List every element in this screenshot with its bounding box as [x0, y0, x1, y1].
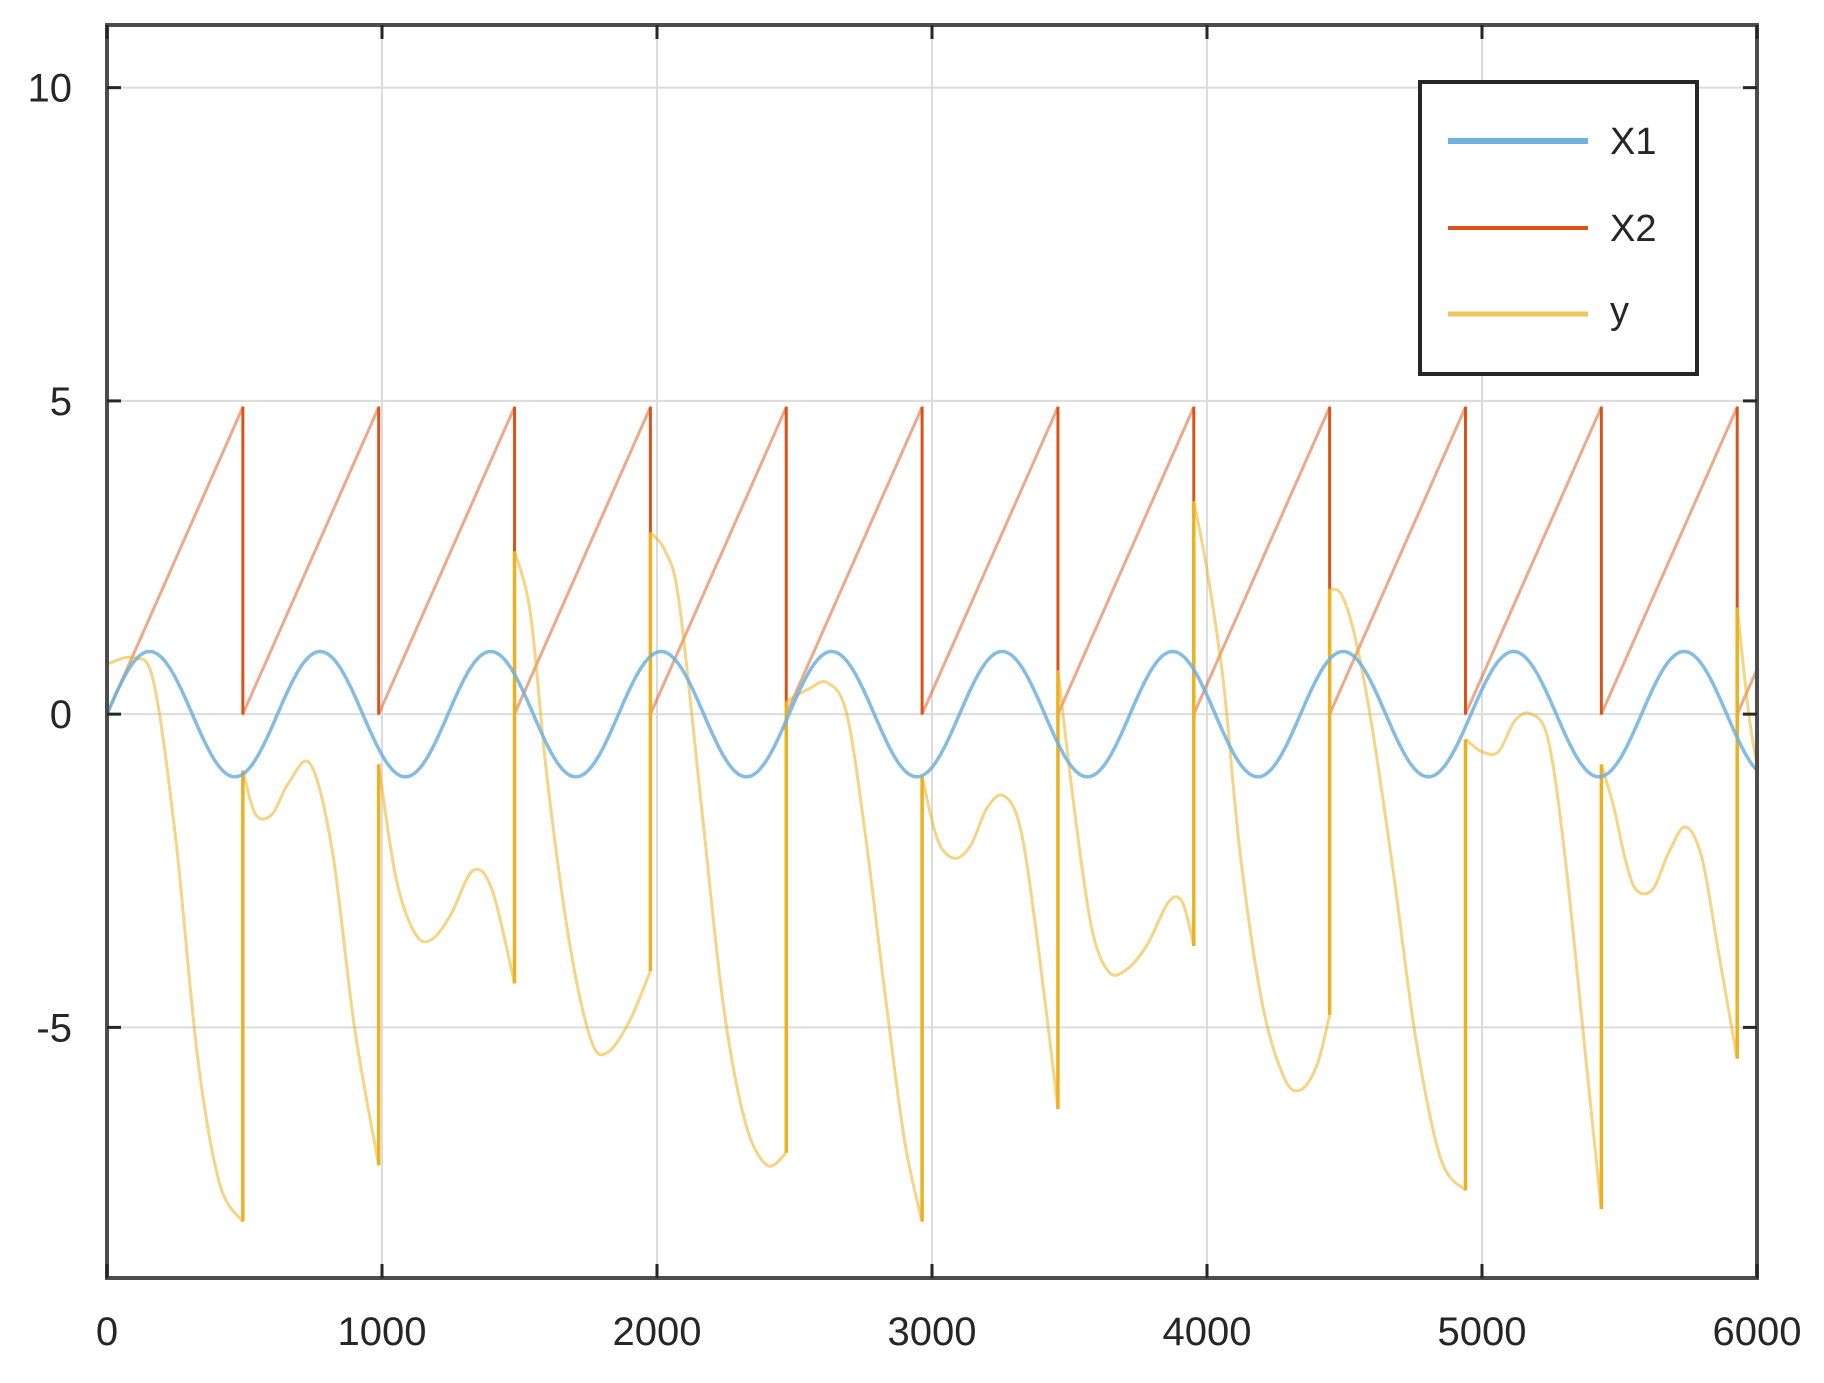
x-tick-label: 6000	[1713, 1310, 1802, 1354]
y-curve-12	[1735, 607, 1757, 765]
y-curve-11	[1599, 763, 1739, 1059]
y-curve-3	[513, 550, 652, 1057]
x-tick-label: 2000	[613, 1310, 702, 1354]
x2-ramp-1	[241, 405, 381, 716]
y-curve-6	[920, 776, 1060, 1109]
x2-ramp-8	[1192, 405, 1332, 716]
series-layer	[107, 405, 1757, 1223]
y-curve-1	[241, 759, 381, 1166]
x-tick-label: 4000	[1163, 1310, 1252, 1354]
y-tick-label: -5	[36, 1006, 72, 1050]
x-tick-label: 1000	[338, 1310, 427, 1354]
y-curve-2	[377, 764, 516, 984]
legend-label-y: y	[1610, 290, 1629, 332]
x2-ramp-0	[107, 405, 245, 716]
x-tick-label: 3000	[888, 1310, 977, 1354]
x-tick-label: 5000	[1438, 1310, 1527, 1354]
x1-sine-line	[107, 649, 1757, 779]
y-curve-9	[1328, 587, 1467, 1192]
y-tick-label: 10	[28, 67, 73, 111]
tick-layer	[105, 25, 1759, 1278]
y-curve-5	[785, 680, 924, 1222]
x-tick-label: 0	[96, 1310, 118, 1354]
x2-ramp-4	[648, 405, 788, 716]
y-curve-10	[1464, 711, 1603, 1210]
chart-legend: X1 X2 y	[1418, 80, 1699, 376]
y-curve-7	[1056, 670, 1196, 977]
x2-ramp-9	[1328, 405, 1467, 716]
y-tick-label: 0	[50, 693, 72, 737]
x2-ramp-11	[1599, 405, 1739, 716]
y-curve-8	[1192, 500, 1332, 1093]
legend-label-x2: X2	[1610, 208, 1656, 250]
x2-ramp-7	[1056, 405, 1196, 716]
x2-ramp-2	[377, 405, 517, 716]
x2-ramp-10	[1464, 405, 1603, 716]
y-tick-label: 5	[50, 380, 72, 424]
x2-ramp-5	[784, 405, 924, 716]
legend-label-x1: X1	[1610, 121, 1656, 163]
tick-label-layer: 0 1000 2000 3000 4000 5000 6000 -5 0 5 10	[28, 67, 1802, 1354]
y-curve-4	[649, 531, 788, 1168]
x2-ramp-6	[920, 405, 1060, 716]
